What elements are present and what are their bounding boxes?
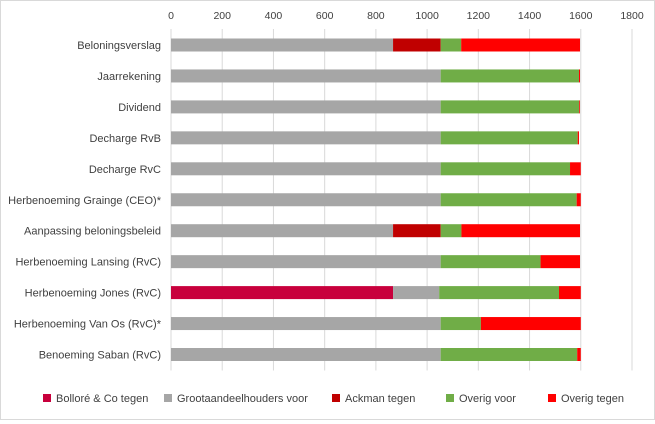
legend-swatch: [164, 394, 172, 402]
bar-segment: [461, 224, 581, 238]
category-label: Beloningsverslag: [77, 40, 161, 52]
bar-segment: [578, 69, 581, 83]
x-tick-label: 200: [213, 10, 231, 22]
legend-label: Ackman tegen: [345, 393, 415, 405]
category-label: Herbenoeming Lansing (RvC): [15, 257, 161, 269]
bar-segment: [171, 317, 441, 331]
x-axis-ticks: 0 200 400 600 800 1000 1200 1400 1600 1800: [168, 10, 644, 22]
x-tick-label: 1600: [569, 10, 593, 22]
legend-label: Overig voor: [459, 393, 516, 405]
category-label: Herbenoeming Jones (RvC): [25, 288, 161, 300]
category-label: Herbenoeming Grainge (CEO)*: [8, 195, 162, 207]
bar-segment: [171, 38, 394, 52]
bar-segment: [559, 286, 581, 300]
legend-swatch: [43, 394, 51, 402]
x-tick-label: 1200: [467, 10, 491, 22]
bar-segment: [440, 348, 578, 361]
bar-segment: [480, 317, 581, 331]
bar-segment: [461, 38, 581, 52]
bar-segment: [171, 286, 394, 300]
x-tick-label: 600: [316, 10, 334, 22]
x-tick-label: 800: [367, 10, 385, 22]
bar-segment: [440, 317, 481, 331]
bars: [171, 38, 581, 361]
bar-segment: [440, 162, 571, 176]
x-tick-label: 1800: [620, 10, 644, 22]
bar-segment: [171, 224, 394, 238]
category-label: Decharge RvB: [89, 133, 161, 145]
bar-segment: [393, 38, 441, 52]
bar-segment: [579, 100, 581, 114]
category-label: Herbenoeming Van Os (RvC)*: [14, 319, 162, 331]
bar-segment: [440, 255, 541, 269]
category-label: Aanpassing beloningsbeleid: [24, 226, 161, 238]
bar-segment: [576, 193, 581, 207]
bar-segment: [440, 38, 462, 52]
bar-segment: [440, 193, 577, 207]
bar-segment: [439, 286, 560, 300]
legend-swatch: [548, 394, 556, 402]
bar-segment: [171, 162, 441, 176]
bar-segment: [171, 348, 441, 361]
bar-segment: [577, 131, 579, 145]
bar-segment: [171, 69, 441, 83]
bar-segment: [393, 224, 441, 238]
bar-segment: [440, 69, 579, 83]
x-tick-label: 400: [265, 10, 283, 22]
bar-segment: [570, 162, 581, 176]
bar-segment: [577, 348, 581, 361]
legend-label: Grootaandeelhouders voor: [177, 393, 308, 405]
legend: Bolloré & Co tegen Grootaandeelhouders vo…: [43, 393, 624, 405]
x-tick-label: 0: [168, 10, 174, 22]
category-label: Decharge RvC: [89, 164, 161, 176]
category-label: Jaarrekening: [97, 71, 161, 83]
category-label: Dividend: [118, 102, 161, 114]
bar-segment: [171, 131, 441, 145]
bar-segment: [440, 131, 578, 145]
bar-segment: [540, 255, 581, 269]
legend-swatch: [332, 394, 340, 402]
bar-segment: [171, 193, 441, 207]
bar-segment: [440, 100, 580, 114]
bar-segment: [171, 255, 441, 269]
bar-segment: [171, 100, 441, 114]
legend-swatch: [446, 394, 454, 402]
bar-segment: [393, 286, 440, 300]
category-labels: Beloningsverslag Jaarrekening Dividend Dech…: [8, 40, 162, 362]
category-label: Benoeming Saban (RvC): [39, 350, 161, 362]
legend-label: Bolloré & Co tegen: [56, 393, 148, 405]
x-tick-label: 1400: [518, 10, 542, 22]
x-tick-label: 1000: [415, 10, 439, 22]
legend-label: Overig tegen: [561, 393, 624, 405]
bar-segment: [440, 224, 462, 238]
